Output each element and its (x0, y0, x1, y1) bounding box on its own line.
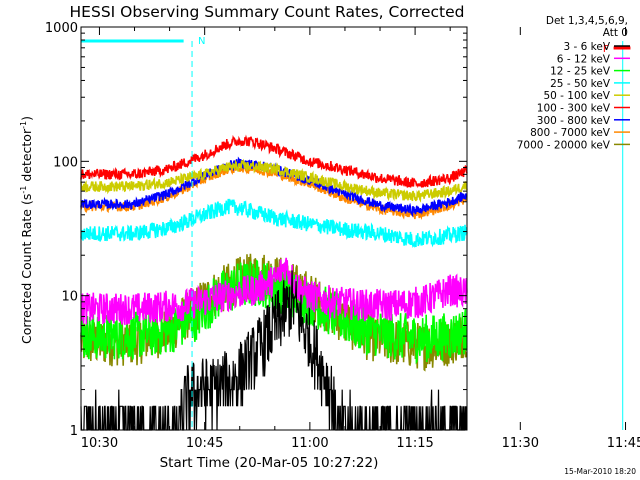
chart-title: HESSI Observing Summary Count Rates, Cor… (70, 3, 465, 21)
series-6-12-kev (80, 257, 468, 325)
legend-entry-label: 300 - 800 keV (537, 115, 611, 127)
x-tick-label: 11:15 (396, 436, 433, 451)
legend-entry-label: 100 - 300 keV (537, 103, 611, 115)
legend-entry-label: 3 - 6 keV (563, 41, 610, 53)
legend-header-line: Att 0 (603, 27, 628, 39)
legend-entry-label: 25 - 50 keV (550, 78, 611, 90)
y-axis-label-sup2: -1 (19, 121, 28, 129)
legend-entry-label: 6 - 12 keV (557, 53, 611, 65)
x-tick-label: 10:30 (81, 436, 118, 451)
legend-entry-label: 800 - 7000 keV (530, 127, 611, 139)
series-25-50-kev (80, 198, 468, 249)
y-axis-label-sup1: -1 (19, 186, 28, 194)
flare-label: F (603, 44, 609, 55)
night-label: N (198, 36, 205, 47)
series-12-25-kev (80, 259, 468, 365)
x-tick-label: 11:45 (607, 436, 640, 451)
y-tick-label: 1 (70, 424, 78, 439)
axis-ticks: 10:3010:4511:0011:1511:3011:4512:0011010… (45, 21, 640, 451)
legend-entry-label: 7000 - 20000 keV (517, 139, 611, 151)
series-100-300-kev (80, 134, 468, 189)
y-tick-label: 10 (61, 290, 78, 305)
y-axis-label-main: Corrected Count Rate (s (19, 194, 34, 344)
x-axis-label: Start Time (20-Mar-05 10:27:22) (160, 455, 379, 471)
x-tick-label: 10:45 (186, 436, 223, 451)
legend-entry-label: 50 - 100 keV (543, 90, 610, 102)
y-axis-label: Corrected Count Rate (s-1 detector-1) (19, 116, 34, 344)
legend-header-line: Det 1,3,4,5,6,9, (546, 15, 628, 27)
y-axis-label-end: ) (19, 116, 34, 121)
footer-timestamp: 15-Mar-2010 18:20 (564, 467, 636, 476)
x-tick-label: 11:00 (291, 436, 328, 451)
annotations: NF (81, 36, 631, 430)
y-tick-label: 100 (53, 155, 78, 170)
y-axis-label-mid: detector (19, 128, 34, 186)
x-tick-label: 11:30 (502, 436, 539, 451)
plot-frame (80, 26, 468, 431)
y-tick-label: 1000 (45, 21, 78, 36)
series-traces (80, 134, 468, 431)
series-50-100-kev (80, 158, 468, 203)
legend-entry-label: 12 - 25 keV (550, 66, 611, 78)
